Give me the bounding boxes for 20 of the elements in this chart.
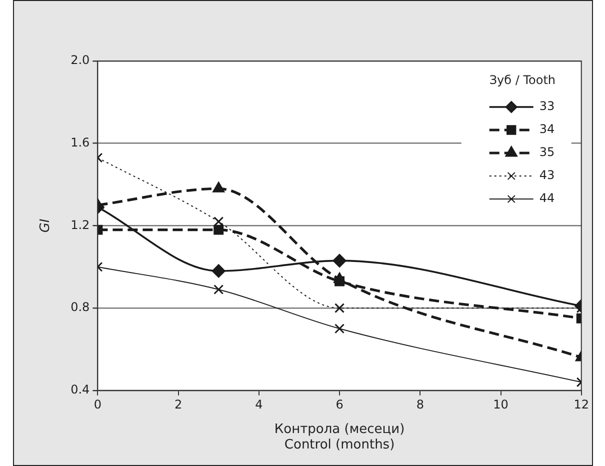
- y-axis-title: GI: [38, 218, 54, 233]
- x-tick-label: 4: [255, 398, 263, 412]
- x-tick-label: 6: [336, 398, 344, 412]
- x-tick-label: 2: [174, 398, 182, 412]
- x-tick-label: 12: [574, 398, 590, 412]
- legend-label: 43: [539, 168, 555, 182]
- legend-label: 33: [539, 99, 555, 114]
- y-tick-label: 1.2: [70, 218, 90, 232]
- y-tick-label: 2.0: [70, 53, 90, 68]
- x-axis-title: Контрола (месеци) Control (months): [274, 422, 405, 453]
- legend-label: 44: [539, 191, 555, 206]
- legend-label: 34: [539, 122, 555, 136]
- y-tick-label: 0.4: [70, 382, 90, 397]
- y-tick-label: 1.6: [70, 135, 90, 150]
- x-tick-label: 8: [416, 398, 424, 412]
- x-tick-label: 10: [493, 398, 508, 412]
- x-tick-label: 0: [94, 398, 102, 412]
- legend-title: Зуб / Tooth: [489, 73, 556, 88]
- legend-label: 35: [539, 145, 555, 160]
- y-tick-label: 0.8: [70, 300, 90, 314]
